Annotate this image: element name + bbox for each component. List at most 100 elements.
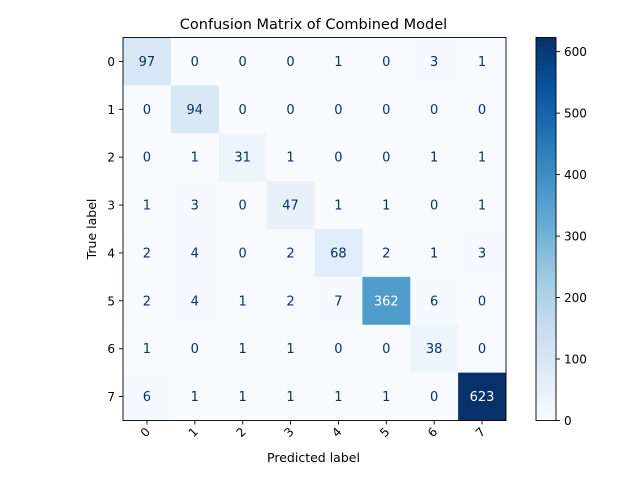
cell-value-label: 0 [382, 55, 390, 70]
cell-value-label: 0 [143, 103, 151, 118]
heatmap-cell-6-2 [218, 324, 267, 373]
y-axis-ticks: 0 1 2 3 4 5 6 7 [107, 55, 123, 404]
cell-value-label: 1 [239, 390, 247, 405]
cell-value-label: 4 [191, 294, 199, 309]
x-tick-label: 4 [329, 425, 344, 440]
heatmap-cell-4-4 [314, 229, 363, 278]
cell-value-label: 0 [430, 103, 438, 118]
cell-value-label: 1 [382, 199, 390, 214]
heatmap-cell-0-3 [266, 37, 315, 86]
heatmap-cell-2-5 [362, 133, 411, 182]
chart-title: Confusion Matrix of Combined Model [180, 17, 447, 33]
heatmap-cell-3-5 [362, 181, 411, 230]
cell-value-label: 31 [234, 151, 251, 166]
cell-value-label: 0 [382, 342, 390, 357]
y-tick-label: 7 [107, 390, 115, 404]
x-tick-label: 2 [234, 425, 249, 440]
heatmap-cell-1-2 [218, 85, 267, 134]
cell-value-label: 1 [478, 55, 486, 70]
cell-value-label: 0 [334, 151, 342, 166]
heatmap-cell-5-2 [218, 276, 267, 326]
heatmap-cell-7-1 [170, 372, 220, 421]
y-tick-label: 3 [107, 199, 115, 213]
y-tick-label: 0 [107, 55, 115, 69]
x-tick-label: 0 [138, 425, 153, 440]
cell-value-label: 1 [382, 390, 390, 405]
colorbar-tick-label: 300 [564, 230, 587, 244]
cell-value-label: 1 [191, 390, 199, 405]
cell-value-label: 2 [286, 294, 294, 309]
cell-value-label: 0 [430, 390, 438, 405]
cell-value-label: 1 [143, 199, 151, 214]
x-axis-ticks: 0 1 2 3 4 5 6 7 [138, 420, 488, 440]
cell-value-label: 0 [191, 342, 199, 357]
cell-value-label: 0 [239, 199, 247, 214]
cell-value-label: 3 [430, 55, 438, 70]
cell-value-label: 1 [286, 342, 294, 357]
heatmap-cell-3-3 [266, 181, 315, 230]
colorbar-tick-label: 0 [564, 414, 572, 428]
heatmap-cell-2-4 [314, 133, 363, 182]
cell-value-label: 0 [286, 103, 294, 118]
cell-value-label: 0 [143, 151, 151, 166]
cell-value-label: 0 [191, 55, 199, 70]
colorbar-tick-label: 600 [564, 45, 587, 59]
heatmap-cell-5-0 [123, 276, 172, 326]
heatmap-cell-2-1 [170, 133, 220, 182]
cell-value-label: 0 [478, 342, 486, 357]
heatmap-cell-4-0 [123, 229, 172, 278]
heatmap-cell-4-2 [218, 229, 267, 278]
heatmap-cell-4-3 [266, 229, 315, 278]
cell-value-label: 0 [382, 151, 390, 166]
heatmap-cell-5-6 [410, 276, 459, 326]
heatmap-cell-2-6 [410, 133, 459, 182]
heatmap-cell-3-6 [410, 181, 459, 230]
x-tick-label: 3 [281, 425, 296, 440]
heatmap-cell-7-5 [362, 372, 411, 421]
heatmap-cell-1-5 [362, 85, 411, 134]
heatmap-cell-0-7 [458, 37, 507, 86]
cell-value-label: 0 [286, 55, 294, 70]
cell-value-label: 2 [143, 294, 151, 309]
cell-value-label: 0 [382, 103, 390, 118]
heatmap-cell-6-5 [362, 324, 411, 373]
colorbar [535, 37, 557, 421]
heatmap-cell-7-4 [314, 372, 363, 421]
y-tick-label: 1 [107, 103, 115, 117]
cell-value-label: 0 [478, 294, 486, 309]
cell-value-label: 0 [478, 103, 486, 118]
colorbar-ticks: 0 100 200 300 400 500 600 [556, 45, 587, 428]
colorbar-tick-label: 200 [564, 291, 587, 305]
y-tick-label: 6 [107, 342, 115, 356]
heatmap-cell-2-7 [458, 133, 507, 182]
y-tick-label: 5 [107, 294, 115, 308]
cell-value-label: 3 [478, 246, 486, 261]
plot-frame [122, 37, 507, 421]
heatmap-cell-5-7 [458, 276, 507, 326]
cell-value-label: 362 [374, 294, 399, 309]
y-axis-label: True label [84, 199, 99, 261]
heatmap-cell-2-0 [123, 133, 172, 182]
heatmap-cells: 97 0 0 0 1 0 3 10 94 0 0 0 0 0 00 1 31 1 0 0 1 11 3 0 47 1 1 0 12 4 0 2… [123, 37, 507, 421]
heatmap-cell-0-2 [218, 37, 267, 86]
heatmap-cell-6-0 [123, 324, 172, 373]
heatmap-cell-0-4 [314, 37, 363, 86]
cell-value-label: 0 [334, 103, 342, 118]
cell-value-label: 0 [239, 246, 247, 261]
heatmap-cell-3-4 [314, 181, 363, 230]
heatmap-cell-2-3 [266, 133, 315, 182]
heatmap-cell-4-7 [458, 229, 507, 278]
cell-value-label: 1 [286, 151, 294, 166]
heatmap-cell-1-3 [266, 85, 315, 134]
cell-value-label: 6 [430, 294, 438, 309]
x-tick-label: 1 [186, 425, 201, 440]
heatmap-cell-1-4 [314, 85, 363, 134]
cell-value-label: 6 [143, 390, 151, 405]
cell-value-label: 0 [430, 199, 438, 214]
cell-value-label: 0 [239, 103, 247, 118]
cell-value-label: 68 [330, 246, 347, 261]
cell-value-label: 1 [239, 294, 247, 309]
heatmap-cell-5-4 [314, 276, 363, 326]
heatmap-cell-2-2 [218, 133, 267, 182]
